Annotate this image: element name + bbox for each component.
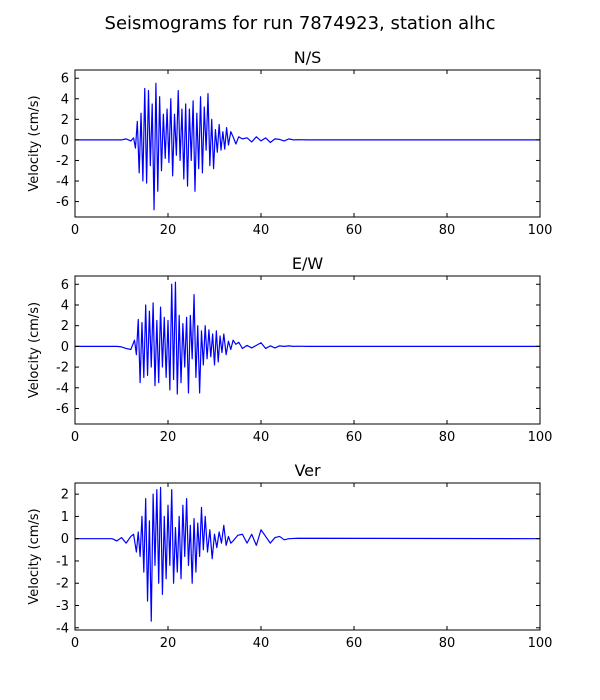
y-tick-label-ver: 1: [61, 510, 69, 525]
panel-ver: Ver 0 20 40 60 80 100 -4 -3 -2 -1 0 1 2 Velocity (cm/s…: [27, 461, 552, 651]
y-axis-label-ew: Velocity (cm/s): [27, 302, 42, 398]
x-tick-label-ver: 100: [528, 636, 553, 651]
x-tick-label-ew: 80: [439, 430, 456, 445]
axes-frame-ver: [74, 482, 541, 631]
panel-ew: E/W 0 20 40 60 80 100 -6 -4 -2 0 2 4 6 Velocity (cm/s): [27, 254, 552, 445]
panel-ns: N/S 0 20 40 60 80 100 -6 -4 -2 0 2 4 6 Velocity (cm/s): [27, 48, 552, 238]
y-tick-label-ns: 0: [61, 133, 69, 148]
y-tick-label-ver: 2: [61, 488, 69, 503]
x-tick-label-ns: 20: [160, 223, 177, 238]
y-tick-label-ns: 6: [61, 72, 69, 87]
trace-ns: [75, 82, 540, 211]
x-tick-label-ver: 80: [439, 636, 456, 651]
x-tick-label-ew: 0: [71, 430, 79, 445]
y-tick-label-ver: -1: [56, 554, 69, 569]
trace-ew: [75, 281, 540, 395]
axes-frame-ew: [74, 275, 541, 425]
x-tick-label-ver: 60: [346, 636, 363, 651]
x-tick-label-ew: 20: [160, 430, 177, 445]
y-tick-label-ns: -6: [56, 195, 69, 210]
y-tick-label-ver: 0: [61, 532, 69, 547]
x-tick-label-ver: 40: [253, 636, 270, 651]
x-tick-label-ns: 100: [528, 223, 553, 238]
x-tick-label-ns: 0: [71, 223, 79, 238]
y-tick-label-ns: 2: [61, 113, 69, 128]
y-axis-label-ns: Velocity (cm/s): [27, 95, 42, 191]
x-tick-label-ns: 60: [346, 223, 363, 238]
y-tick-label-ver: -3: [56, 599, 69, 614]
panel-title-ver: Ver: [294, 461, 321, 480]
trace-ver: [75, 486, 540, 622]
y-tick-label-ew: 6: [61, 278, 69, 293]
y-tick-label-ew: 2: [61, 319, 69, 334]
y-tick-label-ver: -2: [56, 577, 69, 592]
y-tick-label-ew: 0: [61, 340, 69, 355]
panel-title-ns: N/S: [294, 48, 322, 67]
x-tick-label-ver: 0: [71, 636, 79, 651]
y-tick-label-ew: -4: [56, 381, 69, 396]
y-tick-label-ew: -6: [56, 402, 69, 417]
x-tick-label-ver: 20: [160, 636, 177, 651]
figure-title: Seismograms for run 7874923, station alh…: [105, 13, 496, 34]
x-tick-label-ns: 80: [439, 223, 456, 238]
y-tick-label-ew: 4: [61, 298, 69, 313]
y-tick-label-ns: 4: [61, 92, 69, 107]
panel-title-ew: E/W: [292, 254, 324, 273]
x-tick-label-ew: 60: [346, 430, 363, 445]
y-tick-label-ns: -2: [56, 154, 69, 169]
x-tick-label-ew: 40: [253, 430, 270, 445]
x-tick-label-ns: 40: [253, 223, 270, 238]
y-axis-label-ver: Velocity (cm/s): [27, 508, 42, 604]
y-tick-label-ver: -4: [56, 621, 69, 636]
y-tick-label-ns: -4: [56, 175, 69, 190]
axes-frame-ns: [74, 69, 541, 218]
x-tick-label-ew: 100: [528, 430, 553, 445]
y-tick-label-ew: -2: [56, 361, 69, 376]
